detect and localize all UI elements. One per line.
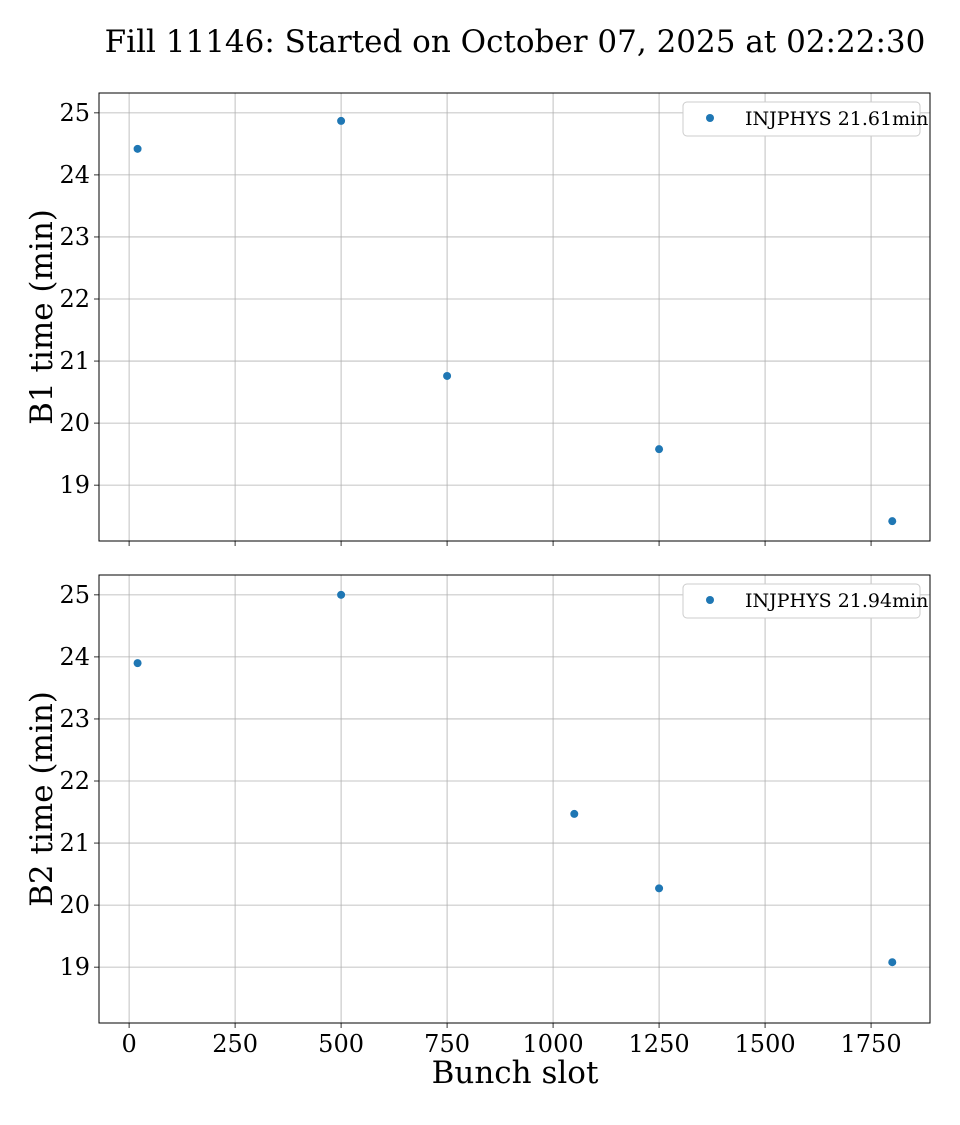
- legend-marker: [706, 596, 714, 604]
- chart-title: Fill 11146: Started on October 07, 2025 …: [105, 24, 926, 60]
- y-axis-label: B1 time (min): [24, 209, 60, 425]
- y-tick-label: 23: [59, 223, 90, 251]
- legend-label: INJPHYS 21.61min: [745, 108, 928, 130]
- y-tick-label: 21: [59, 829, 90, 857]
- x-tick-label: 0: [121, 1030, 136, 1058]
- x-tick-label: 1500: [735, 1030, 796, 1058]
- x-tick-label: 1000: [523, 1030, 584, 1058]
- data-point: [888, 517, 897, 526]
- y-tick-label: 25: [59, 581, 90, 609]
- data-point: [655, 884, 664, 893]
- x-tick-label: 1750: [841, 1030, 902, 1058]
- legend-box: [682, 583, 921, 619]
- legend-box: [682, 101, 921, 137]
- data-point: [337, 590, 346, 599]
- x-tick-label: 750: [424, 1030, 470, 1058]
- x-tick-label: 1250: [629, 1030, 690, 1058]
- panel-2: 0 250 500 750 1000 1250 1500 1750 19 20 21 22 23 24 25…: [24, 574, 931, 1058]
- legend-marker: [706, 114, 714, 122]
- legend: INJPHYS 21.94min: [682, 583, 928, 619]
- legend: INJPHYS 21.61min: [682, 101, 928, 137]
- data-point: [655, 445, 664, 454]
- y-axis-label: B2 time (min): [24, 691, 60, 907]
- data-point: [133, 659, 142, 668]
- y-tick-label: 24: [59, 161, 90, 189]
- data-point: [570, 809, 579, 818]
- y-tick-label: 19: [59, 471, 90, 499]
- axes-frame: [98, 574, 931, 1024]
- y-tick-label: 23: [59, 705, 90, 733]
- data-point: [337, 116, 346, 125]
- y-tick-label: 19: [59, 953, 90, 981]
- data-point: [888, 958, 897, 967]
- data-point: [443, 371, 452, 380]
- y-tick-label: 20: [59, 891, 90, 919]
- y-tick-label: 25: [59, 99, 90, 127]
- axes-frame: [98, 92, 931, 542]
- data-point: [133, 144, 142, 153]
- y-tick-label: 22: [59, 285, 90, 313]
- y-tick-label: 24: [59, 643, 90, 671]
- y-tick-label: 21: [59, 347, 90, 375]
- y-tick-label: 22: [59, 767, 90, 795]
- legend-label: INJPHYS 21.94min: [745, 590, 928, 612]
- panel-1: 19 20 21 22 23 24 25 B1 time (min) INJPHYS 21.61…: [24, 92, 931, 546]
- y-tick-label: 20: [59, 409, 90, 437]
- x-tick-label: 500: [318, 1030, 364, 1058]
- x-axis-label: Bunch slot: [432, 1055, 599, 1091]
- x-tick-label: 250: [212, 1030, 258, 1058]
